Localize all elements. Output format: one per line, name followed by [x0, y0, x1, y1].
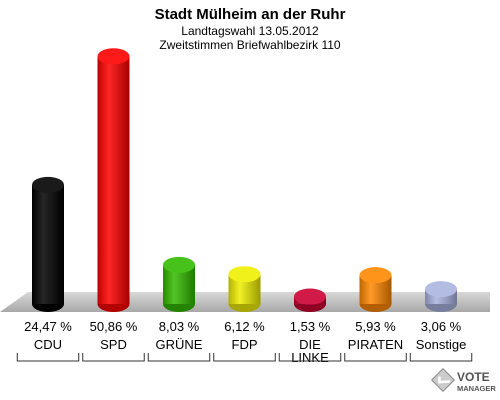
bar-spd — [97, 48, 130, 312]
bar-top — [294, 288, 326, 305]
bar-fdp — [228, 266, 261, 312]
value-label-sonstige: 3,06 % — [421, 319, 462, 334]
logo-text-vote: VOTE — [457, 370, 490, 384]
vote-manager-logo: VOTE MANAGER — [430, 367, 496, 393]
category-bracket — [409, 353, 473, 362]
bar-die — [294, 288, 326, 312]
category-bracket — [16, 353, 80, 362]
bar-top — [32, 176, 64, 193]
category-bracket — [82, 353, 145, 362]
category-bracket — [278, 353, 342, 362]
bar-top — [228, 266, 261, 283]
bar-cdu — [32, 176, 64, 312]
bar-grne — [163, 256, 195, 312]
category-bracket — [213, 353, 276, 362]
value-label-spd: 50,86 % — [90, 319, 138, 334]
bar-body — [32, 184, 64, 304]
category-label-spd: SPD — [100, 337, 127, 352]
value-label-piraten: 5,93 % — [355, 319, 396, 334]
bars-group — [32, 48, 457, 312]
bar-body — [97, 56, 130, 304]
chart-title: Stadt Mülheim an der Ruhr — [155, 6, 346, 23]
value-label-die: 1,53 % — [290, 319, 331, 334]
bar-top — [97, 48, 130, 65]
chart-subtitle-1: Landtagswahl 13.05.2012 — [181, 24, 319, 38]
logo-text-manager: MANAGER — [457, 384, 496, 393]
value-label-cdu: 24,47 % — [24, 319, 72, 334]
bar-top — [359, 267, 392, 284]
bar-sonstige — [425, 281, 457, 312]
category-label-piraten: PIRATEN — [348, 337, 403, 352]
bar-piraten — [359, 267, 392, 312]
bar-top — [163, 256, 195, 273]
category-label-grne: GRÜNE — [156, 337, 203, 352]
category-label-cdu: CDU — [34, 337, 62, 352]
category-bracket — [344, 353, 407, 362]
value-label-grne: 8,03 % — [159, 319, 200, 334]
value-label-fdp: 6,12 % — [224, 319, 265, 334]
bar-top — [425, 281, 457, 298]
category-label-die: DIE — [299, 337, 321, 352]
category-bracket — [147, 353, 211, 362]
labels-group: 24,47 % CDU 50,86 % SPD 8,03 % GRÜNE 6,12 % FDP… — [16, 319, 473, 365]
category-label-fdp: FDP — [232, 337, 258, 352]
category-label-die: LINKE — [291, 350, 329, 365]
category-label-sonstige: Sonstige — [416, 337, 467, 352]
chart-subtitle-2: Zweitstimmen Briefwahlbezirk 110 — [159, 38, 340, 52]
